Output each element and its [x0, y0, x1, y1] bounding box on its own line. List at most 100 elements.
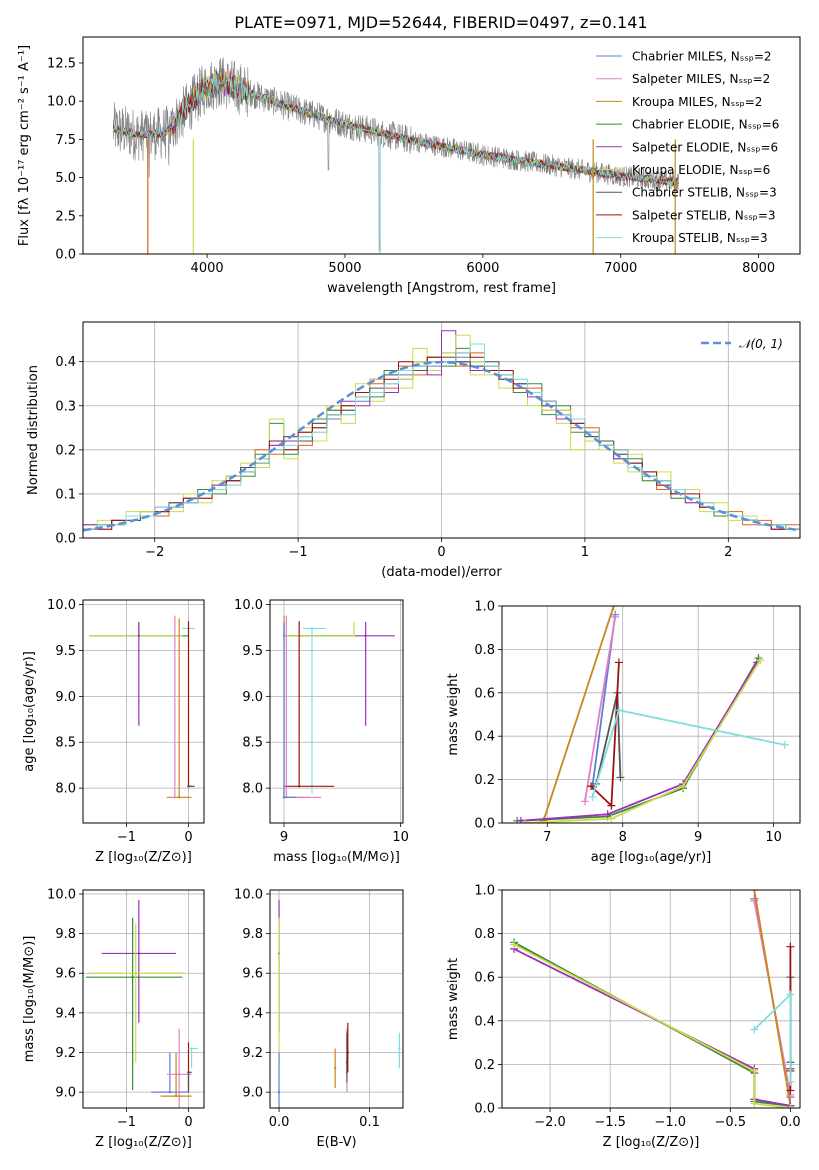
series-marker	[786, 1077, 795, 1086]
data-point	[177, 796, 181, 799]
age-vs-mass-ytick-label: 10.0	[234, 598, 263, 613]
series-marker	[607, 801, 616, 810]
legend-label: Salpeter ELODIE, Nₛₛₚ=6	[632, 140, 778, 154]
series-line	[584, 616, 617, 802]
residuals-plot-area	[83, 322, 800, 538]
series-line	[517, 657, 760, 822]
age-vs-Z-ytick-label: 8.5	[55, 736, 76, 751]
spectrum-xtick-label: 6000	[466, 261, 499, 276]
series-marker	[609, 606, 618, 610]
age-vs-Z-frame	[82, 599, 205, 824]
weight-vs-age-xtick-label: 10	[765, 830, 782, 845]
legend-label: Kroupa ELODIE, Nₛₛₚ=6	[632, 163, 770, 177]
data-point	[190, 1047, 193, 1050]
weight-vs-age-ylabel: mass weight	[446, 673, 461, 755]
legend-label: Salpeter STELIB, Nₛₛₚ=3	[632, 208, 776, 222]
age-vs-mass-xtick-label: 10	[392, 830, 409, 845]
series-line	[753, 890, 792, 1106]
legend-label: 𝒩(0, 1)	[739, 337, 783, 351]
plot-layer: 4000 5000 6000 7000 80000.02.55.07.510.012.5…	[17, 36, 801, 1150]
series-marker	[588, 792, 597, 801]
spectrum-ytick-label: 10.0	[47, 95, 76, 110]
weight-vs-age-ytick-label: 0.4	[474, 730, 495, 745]
weight-vs-Z-ytick-label: 0.4	[474, 1014, 495, 1029]
weight-vs-Z-xtick-label: −1.0	[654, 1115, 686, 1130]
weight-vs-Z-ytick-label: 0.2	[474, 1058, 495, 1073]
series-marker	[580, 797, 589, 806]
age-vs-mass-ytick-label: 8.5	[242, 736, 263, 751]
age-vs-mass-ytick-label: 9.0	[242, 690, 263, 705]
weight-vs-Z-ytick-label: 0.0	[474, 1102, 495, 1117]
weight-vs-Z-plot-area	[502, 890, 800, 1108]
age-vs-mass-frame	[269, 599, 404, 824]
weight-vs-age-xtick-label: 7	[543, 830, 551, 845]
weight-vs-Z-xtick-label: −1.5	[594, 1115, 626, 1130]
data-point	[297, 785, 301, 788]
mass-vs-Z-panel: −1 0 9.0 9.2 9.4 9.6 9.8 10.0 Z [log₁₀(Z/Z⊙)] mas…	[22, 887, 205, 1150]
series-marker	[756, 656, 765, 665]
data-point	[282, 796, 286, 799]
mass-vs-Z-ytick-label: 10.0	[47, 887, 76, 902]
weight-vs-age-ytick-label: 1.0	[474, 600, 495, 615]
age-vs-Z-ylabel: age [log₁₀(age/yr)]	[22, 651, 37, 772]
data-point	[168, 1090, 172, 1094]
weight-vs-age-ytick-label: 0.0	[474, 817, 495, 832]
mass-vs-EBV-ytick-label: 9.2	[242, 1046, 263, 1061]
age-vs-mass-panel: 9 10 8.0 8.5 9.0 9.5 10.0 mass [log₁₀(M/M⊙)]	[234, 598, 409, 865]
weight-vs-age-xtick-label: 9	[694, 830, 702, 845]
data-point	[137, 952, 141, 955]
data-point	[333, 1067, 337, 1070]
mass-vs-EBV-panel: 0.0 0.1 9.0 9.2 9.4 9.6 9.8 10.0 E(B-V)	[234, 887, 404, 1150]
figure-title: PLATE=0971, MJD=52644, FIBERID=0497, z=0…	[234, 13, 647, 32]
age-vs-mass-xlabel: mass [log₁₀(M/M⊙)]	[273, 850, 400, 865]
legend-label: Salpeter MILES, Nₛₛₚ=2	[632, 72, 770, 86]
mass-vs-Z-ytick-label: 9.4	[55, 1006, 76, 1021]
mass-vs-Z-xlabel: Z [log₁₀(Z/Z⊙)]	[95, 1135, 192, 1150]
series-marker	[587, 782, 596, 791]
age-vs-Z-xtick-label: −1	[117, 830, 136, 845]
weight-vs-Z-xtick-label: 0.0	[780, 1115, 801, 1130]
residuals-ytick-label: 0.2	[55, 443, 76, 458]
mass-vs-EBV-ytick-label: 9.0	[242, 1086, 263, 1101]
series-marker	[754, 654, 763, 663]
mass-vs-EBV-plot-area	[270, 890, 403, 1108]
data-point	[177, 1073, 181, 1076]
series-marker	[614, 706, 623, 715]
weight-vs-Z-ytick-label: 0.8	[474, 927, 495, 942]
residuals-ytick-label: 0.3	[55, 399, 76, 414]
legend-label: Kroupa MILES, Nₛₛₚ=2	[632, 95, 762, 109]
spectrum-xtick-label: 5000	[328, 261, 361, 276]
data-point	[187, 1071, 190, 1074]
series-marker	[614, 658, 623, 667]
age-vs-Z-ytick-label: 8.0	[55, 782, 76, 797]
residuals-ytick-label: 0.1	[55, 487, 76, 502]
series-marker	[786, 990, 795, 999]
series-marker	[679, 782, 688, 791]
weight-vs-age-ytick-label: 0.2	[474, 773, 495, 788]
series-marker	[786, 942, 795, 951]
weight-vs-age-xlabel: age [log₁₀(age/yr)]	[591, 850, 712, 865]
age-vs-Z-xlabel: Z [log₁₀(Z/Z⊙)]	[95, 850, 192, 865]
data-point	[134, 972, 137, 975]
mass-vs-Z-frame	[82, 889, 205, 1109]
weight-vs-Z-xtick-label: −2.0	[534, 1115, 566, 1130]
mass-vs-Z-ytick-label: 9.6	[55, 967, 76, 982]
series-marker	[750, 1099, 759, 1108]
age-vs-mass-xtick-label: 9	[280, 830, 288, 845]
mass-vs-EBV-ytick-label: 9.6	[242, 967, 263, 982]
residuals-frame	[82, 321, 801, 539]
data-point	[352, 634, 356, 637]
mass-vs-EBV-xtick-label: 0.0	[269, 1115, 290, 1130]
age-vs-Z-panel: −1 0 8.0 8.5 9.0 9.5 10.0 Z [log₁₀(Z/Z⊙)] age [l…	[22, 598, 205, 865]
mass-vs-Z-ytick-label: 9.2	[55, 1046, 76, 1061]
age-vs-mass-ytick-label: 9.5	[242, 644, 263, 659]
data-point	[364, 634, 367, 637]
series-marker	[780, 740, 789, 749]
mass-vs-EBV-xlabel: E(B-V)	[316, 1135, 356, 1150]
mass-vs-EBV-frame	[269, 889, 404, 1109]
spectrum-xlabel: wavelength [Angstrom, rest frame]	[327, 281, 556, 296]
mass-vs-EBV-ytick-label: 9.4	[242, 1006, 263, 1021]
age-vs-Z-ytick-label: 9.0	[55, 690, 76, 705]
residuals-xtick-label: 1	[581, 545, 589, 560]
residuals-xtick-label: 2	[724, 545, 732, 560]
